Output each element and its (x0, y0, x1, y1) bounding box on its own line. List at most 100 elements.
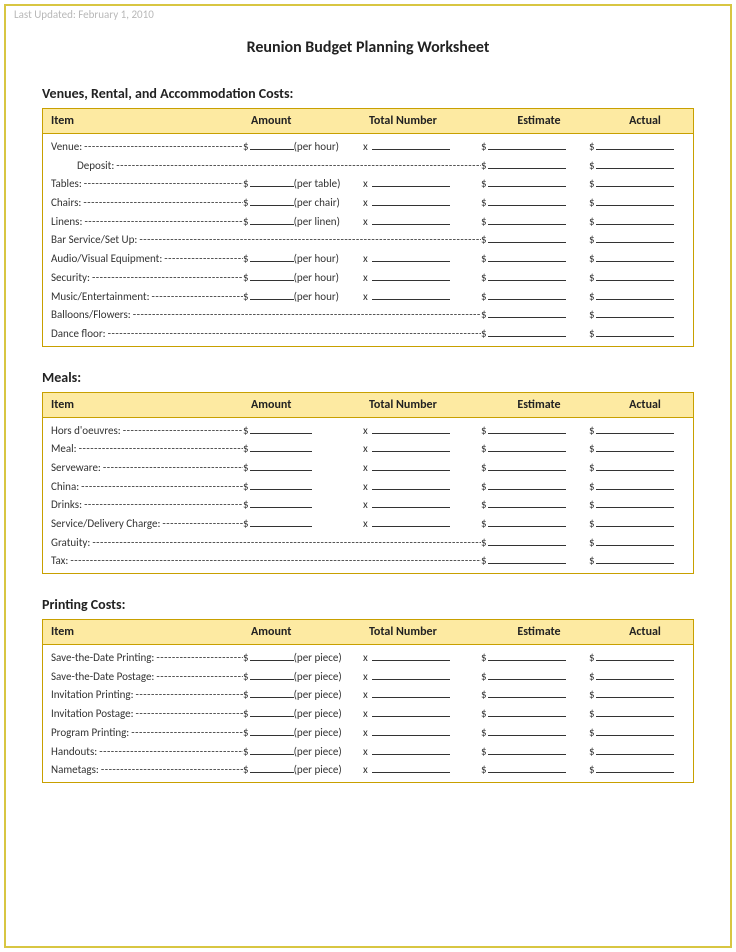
row-label: Drinks: (51, 496, 82, 515)
table: Item Amount Total Number Estimate Actual… (42, 392, 694, 575)
unit-label: (per chair) (294, 194, 340, 213)
dash-fill (101, 459, 243, 478)
table-row: Meal: $ x $$ (43, 440, 693, 459)
section: Venues, Rental, and Accommodation Costs:… (42, 85, 694, 347)
row-label: Linens: (51, 213, 82, 232)
unit-label: (per hour) (294, 138, 339, 157)
row-label: Deposit: (77, 157, 114, 176)
table: Item Amount Total Number Estimate Actual… (42, 619, 694, 783)
table-row: Venue: $(per hour) x $$ (43, 138, 693, 157)
col-header-actual: Actual (597, 393, 693, 417)
table-row: Bar Service/Set Up: $$ (43, 231, 693, 250)
col-header-item: Item (43, 109, 243, 133)
unit-label: (per hour) (294, 250, 339, 269)
section: Meals: Item Amount Total Number Estimate… (42, 369, 694, 575)
col-header-actual: Actual (597, 620, 693, 644)
row-label: Invitation Postage: (51, 705, 134, 724)
table-body: Hors d'oeuvres: $ x $$ Meal: $ x $$ Serv… (43, 418, 693, 574)
dash-fill (68, 552, 481, 571)
row-label: Gratuity: (51, 534, 90, 553)
dash-fill (90, 269, 243, 288)
table-header: Item Amount Total Number Estimate Actual (43, 620, 693, 645)
unit-label: (per linen) (294, 213, 340, 232)
section-title: Meals: (42, 369, 694, 386)
dash-fill (81, 194, 243, 213)
row-label: Hors d'oeuvres: (51, 422, 121, 441)
row-label: Program Printing: (51, 724, 129, 743)
dash-fill (154, 649, 243, 668)
dash-fill (137, 231, 481, 250)
table-body: Save-the-Date Printing: $ (per piece) x … (43, 645, 693, 782)
row-label: Security: (51, 269, 90, 288)
section-title: Venues, Rental, and Accommodation Costs: (42, 85, 694, 102)
dash-fill (129, 724, 243, 743)
table-row: Hors d'oeuvres: $ x $$ (43, 422, 693, 441)
table-row: Balloons/Flowers: $$ (43, 306, 693, 325)
col-header-total: Total Number (361, 620, 481, 644)
table-row: Save-the-Date Printing: $ (per piece) x … (43, 649, 693, 668)
row-label: Dance floor: (51, 325, 106, 344)
row-label: Save-the-Date Postage: (51, 668, 154, 687)
table-row: Music/Entertainment: $(per hour) x $$ (43, 288, 693, 307)
row-label: Tables: (51, 175, 82, 194)
row-label: China: (51, 478, 79, 497)
page-title: Reunion Budget Planning Worksheet (42, 38, 694, 57)
section-title: Printing Costs: (42, 596, 694, 613)
unit-label: (per piece) (294, 743, 342, 762)
dash-fill (97, 743, 243, 762)
row-label: Service/Delivery Charge: (51, 515, 160, 534)
table-row: Nametags: $ (per piece) x $$ (43, 761, 693, 780)
table-row: Gratuity: $$ (43, 534, 693, 553)
dash-fill (82, 138, 243, 157)
table-body: Venue: $(per hour) x $$ Deposit: $$ Tabl… (43, 134, 693, 346)
table-row: Chairs: $(per chair) x $$ (43, 194, 693, 213)
table-row: Service/Delivery Charge: $ x $$ (43, 515, 693, 534)
unit-label: (per hour) (294, 288, 339, 307)
table-header: Item Amount Total Number Estimate Actual (43, 109, 693, 134)
table-row: Drinks: $ x $$ (43, 496, 693, 515)
col-header-actual: Actual (597, 109, 693, 133)
dash-fill (82, 213, 243, 232)
table-row: Program Printing: $ (per piece) x $$ (43, 724, 693, 743)
table-row: Audio/Visual Equipment: $(per hour) x $$ (43, 250, 693, 269)
dash-fill (134, 705, 243, 724)
table-row: Tax: $$ (43, 552, 693, 571)
table-row: Invitation Printing: $ (per piece) x $$ (43, 686, 693, 705)
table-row: Dance floor: $$ (43, 325, 693, 344)
row-label: Music/Entertainment: (51, 288, 150, 307)
row-label: Bar Service/Set Up: (51, 231, 137, 250)
section: Printing Costs: Item Amount Total Number… (42, 596, 694, 783)
unit-label: (per piece) (294, 668, 342, 687)
dash-fill (162, 250, 243, 269)
row-label: Invitation Printing: (51, 686, 134, 705)
table-row: Linens: $(per linen) x $$ (43, 213, 693, 232)
table-row: Security: $(per hour) x $$ (43, 269, 693, 288)
col-header-amount: Amount (243, 393, 361, 417)
dash-fill (82, 496, 243, 515)
col-header-item: Item (43, 620, 243, 644)
unit-label: (per hour) (294, 269, 339, 288)
table-row: Deposit: $$ (43, 157, 693, 176)
dash-fill (134, 686, 243, 705)
table-row: Handouts: $ (per piece) x $$ (43, 743, 693, 762)
unit-label: (per table) (294, 175, 341, 194)
table-row: Tables: $(per table) x $$ (43, 175, 693, 194)
unit-label: (per piece) (294, 705, 342, 724)
dash-fill (106, 325, 481, 344)
unit-label: (per piece) (294, 724, 342, 743)
unit-label: (per piece) (294, 686, 342, 705)
dash-fill (160, 515, 243, 534)
table-row: China: $ x $$ (43, 478, 693, 497)
dash-fill (82, 175, 243, 194)
dash-fill (114, 157, 481, 176)
row-label: Tax: (51, 552, 68, 571)
table-row: Save-the-Date Postage: $ (per piece) x $… (43, 668, 693, 687)
row-label: Meal: (51, 440, 77, 459)
dash-fill (121, 422, 243, 441)
col-header-estimate: Estimate (481, 393, 597, 417)
dash-fill (99, 761, 243, 780)
unit-label: (per piece) (294, 649, 342, 668)
table: Item Amount Total Number Estimate Actual… (42, 108, 694, 347)
row-label: Nametags: (51, 761, 99, 780)
table-row: Serveware: $ x $$ (43, 459, 693, 478)
